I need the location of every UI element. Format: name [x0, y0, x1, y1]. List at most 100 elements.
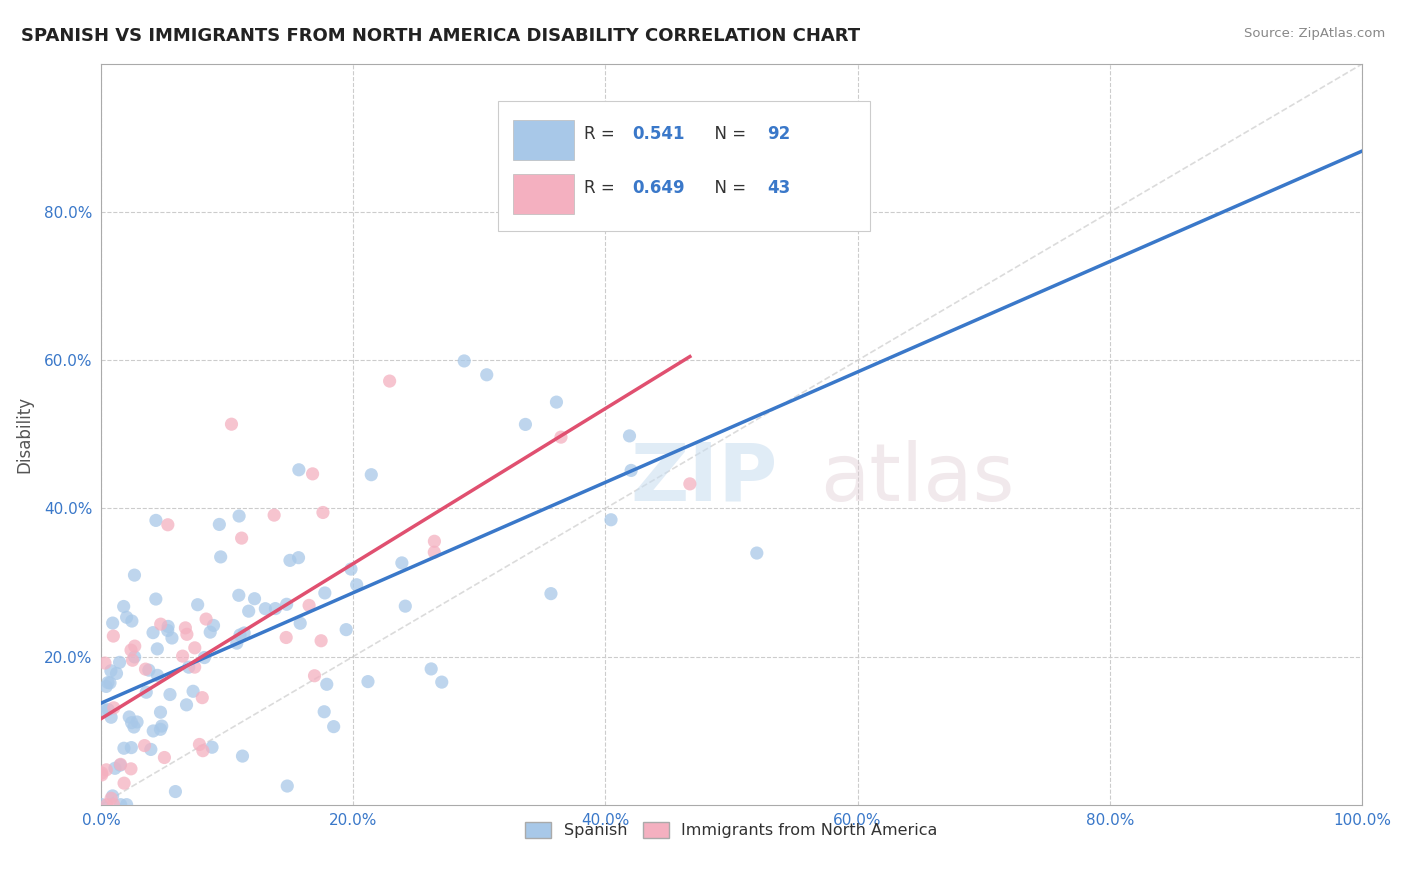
- Point: [156, 517, 179, 532]
- Point: [228, 588, 250, 602]
- Point: [112, 776, 135, 790]
- Point: [290, 616, 312, 631]
- Point: [145, 592, 167, 607]
- Point: [149, 723, 172, 737]
- Point: [312, 506, 335, 520]
- Point: [546, 395, 568, 409]
- Point: [193, 650, 215, 665]
- Point: [146, 668, 169, 682]
- Point: [165, 784, 187, 798]
- Point: [288, 463, 311, 477]
- Point: [138, 663, 160, 677]
- Point: [177, 660, 200, 674]
- Point: [98, 676, 121, 690]
- Point: [96, 797, 118, 812]
- Point: [233, 626, 256, 640]
- Point: [100, 791, 122, 805]
- Point: [346, 578, 368, 592]
- Point: [101, 789, 124, 803]
- Point: [394, 599, 416, 614]
- Point: [110, 797, 132, 812]
- Point: [200, 625, 222, 640]
- Point: [231, 531, 253, 545]
- Point: [97, 703, 120, 717]
- Point: [103, 629, 125, 643]
- Text: ZIP: ZIP: [630, 440, 778, 517]
- Point: [145, 513, 167, 527]
- Point: [304, 669, 326, 683]
- Point: [191, 690, 214, 705]
- Point: [134, 662, 156, 676]
- Point: [108, 656, 131, 670]
- Point: [276, 631, 298, 645]
- Point: [115, 797, 138, 812]
- Point: [228, 508, 250, 523]
- Point: [360, 467, 382, 482]
- Point: [391, 556, 413, 570]
- Point: [112, 599, 135, 614]
- Point: [340, 562, 363, 576]
- Point: [378, 374, 401, 388]
- Point: [124, 639, 146, 653]
- Point: [208, 517, 231, 532]
- Point: [149, 705, 172, 719]
- Point: [254, 601, 277, 615]
- Point: [121, 715, 143, 730]
- Point: [172, 649, 194, 664]
- Point: [550, 430, 572, 444]
- Point: [156, 624, 179, 638]
- Point: [124, 649, 146, 664]
- Point: [278, 553, 301, 567]
- Point: [100, 710, 122, 724]
- Point: [120, 643, 142, 657]
- Point: [314, 705, 336, 719]
- Point: [121, 653, 143, 667]
- Point: [298, 599, 321, 613]
- Point: [96, 680, 118, 694]
- Point: [515, 417, 537, 432]
- Point: [187, 598, 209, 612]
- Text: N =: N =: [704, 126, 751, 144]
- Point: [287, 550, 309, 565]
- Point: [159, 688, 181, 702]
- Point: [357, 674, 380, 689]
- Point: [103, 797, 125, 812]
- Point: [115, 610, 138, 624]
- Point: [221, 417, 243, 432]
- Point: [120, 740, 142, 755]
- Point: [90, 797, 112, 812]
- Point: [90, 768, 112, 782]
- Point: [176, 698, 198, 712]
- Point: [125, 714, 148, 729]
- Point: [309, 633, 332, 648]
- Point: [139, 742, 162, 756]
- Point: [315, 677, 337, 691]
- Point: [201, 740, 224, 755]
- Text: R =: R =: [583, 126, 620, 144]
- Text: N =: N =: [704, 179, 751, 197]
- Point: [150, 719, 173, 733]
- Point: [335, 623, 357, 637]
- Point: [209, 549, 232, 564]
- Point: [90, 766, 112, 780]
- Point: [202, 618, 225, 632]
- Point: [174, 621, 197, 635]
- Point: [96, 763, 118, 777]
- Point: [225, 636, 247, 650]
- Point: [184, 640, 207, 655]
- Point: [103, 700, 125, 714]
- Point: [124, 568, 146, 582]
- Legend: Spanish, Immigrants from North America: Spanish, Immigrants from North America: [519, 816, 943, 845]
- Point: [94, 656, 117, 670]
- Point: [153, 750, 176, 764]
- Point: [100, 664, 122, 678]
- Point: [142, 625, 165, 640]
- Point: [157, 619, 180, 633]
- Point: [122, 720, 145, 734]
- Point: [97, 675, 120, 690]
- Point: [146, 641, 169, 656]
- Point: [135, 685, 157, 699]
- Point: [264, 601, 287, 615]
- Point: [420, 662, 443, 676]
- Point: [423, 545, 446, 559]
